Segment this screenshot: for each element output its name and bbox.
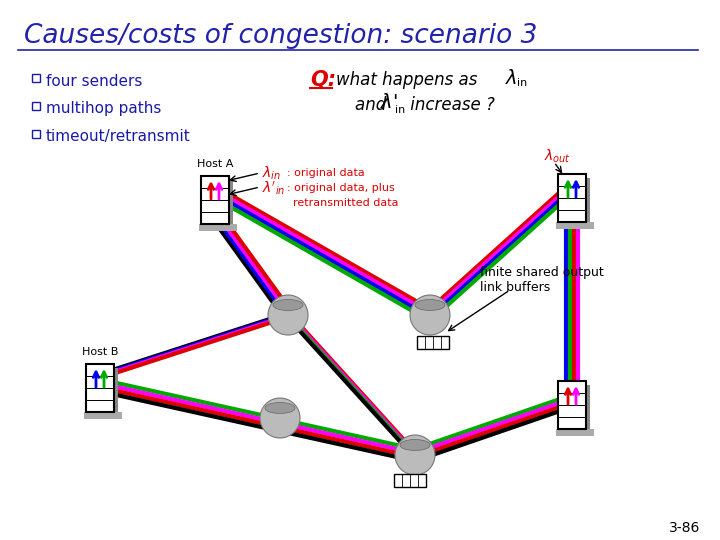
Text: Q:: Q: bbox=[310, 70, 336, 90]
Text: 3-86: 3-86 bbox=[669, 521, 700, 535]
Text: timeout/retransmit: timeout/retransmit bbox=[46, 130, 191, 145]
Bar bbox=[199, 224, 237, 231]
Bar bbox=[558, 381, 586, 429]
Bar bbox=[562, 385, 590, 433]
Text: retransmitted data: retransmitted data bbox=[293, 198, 398, 208]
Bar bbox=[32, 74, 40, 82]
Text: in: in bbox=[395, 105, 405, 115]
Text: and: and bbox=[355, 96, 392, 114]
Text: $\lambda'_{in}$: $\lambda'_{in}$ bbox=[262, 179, 285, 197]
Circle shape bbox=[260, 398, 300, 438]
Bar bbox=[562, 178, 590, 226]
Bar bbox=[394, 474, 426, 487]
Text: : original data: : original data bbox=[287, 168, 365, 178]
Text: $\lambda$: $\lambda$ bbox=[505, 69, 518, 87]
Ellipse shape bbox=[400, 440, 430, 450]
Text: $\lambda_{out}$: $\lambda_{out}$ bbox=[544, 147, 571, 165]
Ellipse shape bbox=[265, 402, 295, 414]
Ellipse shape bbox=[415, 300, 445, 310]
Bar bbox=[417, 336, 449, 349]
Text: Host B: Host B bbox=[82, 347, 118, 357]
Bar bbox=[84, 412, 122, 419]
Text: Causes/costs of congestion: scenario 3: Causes/costs of congestion: scenario 3 bbox=[24, 23, 537, 49]
Bar bbox=[558, 174, 586, 222]
Text: $\lambda$': $\lambda$' bbox=[380, 93, 398, 112]
Bar bbox=[556, 222, 594, 229]
Bar bbox=[32, 102, 40, 110]
Text: Host A: Host A bbox=[197, 159, 233, 169]
Bar bbox=[86, 364, 114, 412]
Circle shape bbox=[410, 295, 450, 335]
Bar bbox=[556, 429, 594, 436]
Text: increase ?: increase ? bbox=[405, 96, 495, 114]
Bar bbox=[201, 176, 229, 224]
Text: multihop paths: multihop paths bbox=[46, 102, 161, 117]
Text: in: in bbox=[517, 78, 527, 88]
Text: : original data, plus: : original data, plus bbox=[287, 183, 395, 193]
Bar bbox=[205, 180, 233, 228]
Text: $\lambda_{in}$: $\lambda_{in}$ bbox=[262, 164, 281, 181]
Bar bbox=[90, 368, 118, 416]
Circle shape bbox=[395, 435, 435, 475]
Bar bbox=[32, 130, 40, 138]
Ellipse shape bbox=[273, 300, 303, 310]
Circle shape bbox=[268, 295, 308, 335]
Text: finite shared output
link buffers: finite shared output link buffers bbox=[480, 266, 604, 294]
Text: four senders: four senders bbox=[46, 73, 143, 89]
Text: what happens as: what happens as bbox=[336, 71, 482, 89]
